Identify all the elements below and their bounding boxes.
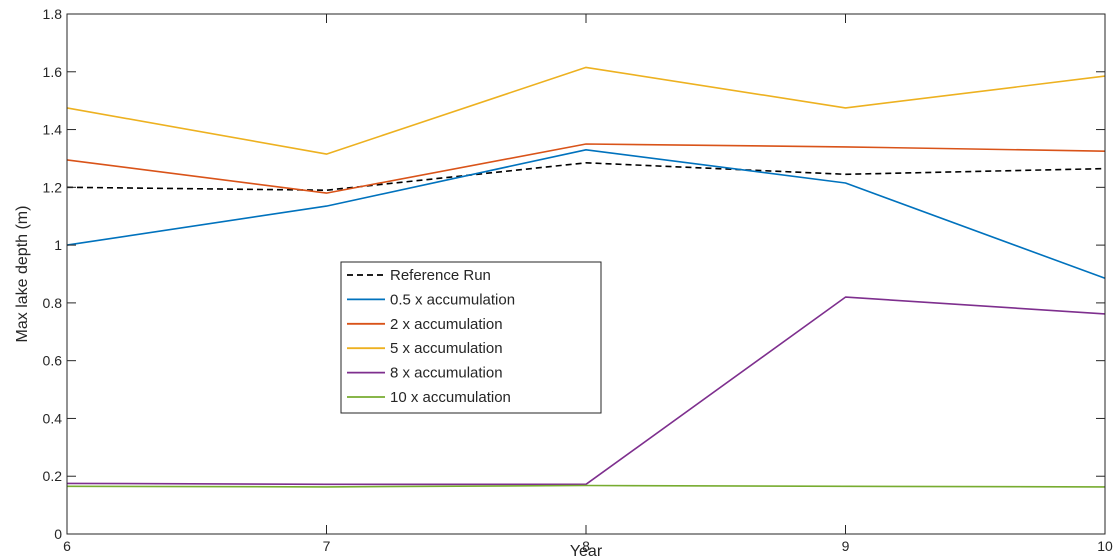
x-axis-label: Year — [570, 543, 603, 559]
legend-label-2: 2 x accumulation — [390, 316, 503, 333]
legend-label-0: Reference Run — [390, 267, 491, 284]
legend-label-5: 10 x accumulation — [390, 389, 511, 406]
y-tick-label: 0.2 — [43, 468, 63, 484]
x-tick-label: 7 — [323, 538, 331, 554]
legend-label-4: 8 x accumulation — [390, 365, 503, 382]
y-tick-label: 1 — [54, 237, 62, 253]
legend-label-3: 5 x accumulation — [390, 340, 503, 357]
y-tick-label: 0.8 — [43, 295, 63, 311]
y-tick-label: 0.6 — [43, 353, 63, 369]
y-tick-label: 0 — [54, 526, 62, 542]
y-tick-label: 0.4 — [43, 410, 63, 426]
y-tick-label: 1.8 — [43, 6, 63, 22]
x-tick-label: 6 — [63, 538, 71, 554]
y-tick-label: 1.2 — [43, 179, 63, 195]
x-tick-label: 10 — [1097, 538, 1113, 554]
y-tick-label: 1.4 — [43, 122, 63, 138]
x-tick-label: 9 — [842, 538, 850, 554]
legend: Reference Run 0.5 x accumulation 2 x accum… — [341, 262, 601, 413]
y-tick-label: 1.6 — [43, 64, 63, 80]
y-axis-label: Max lake depth (m) — [14, 206, 31, 343]
legend-label-1: 0.5 x accumulation — [390, 291, 515, 308]
